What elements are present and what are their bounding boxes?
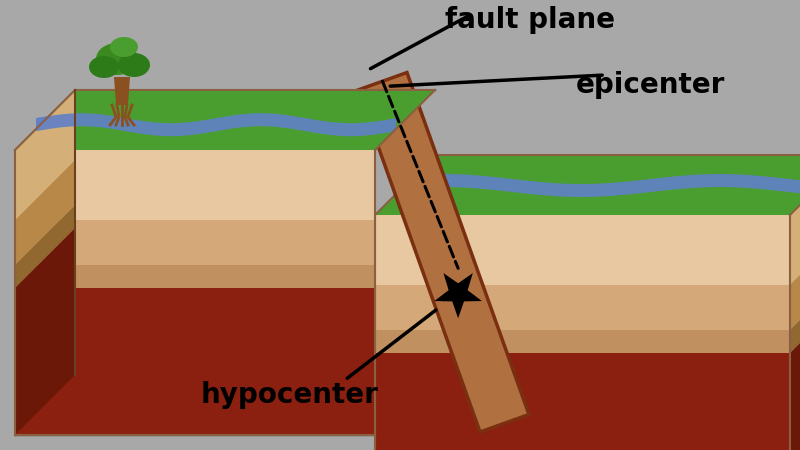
Polygon shape — [15, 150, 375, 220]
Text: hypocenter: hypocenter — [201, 381, 379, 409]
Polygon shape — [15, 220, 375, 265]
Polygon shape — [36, 113, 396, 136]
Polygon shape — [15, 90, 75, 220]
Polygon shape — [790, 293, 800, 450]
Polygon shape — [15, 265, 375, 288]
Polygon shape — [396, 174, 800, 197]
Polygon shape — [15, 90, 75, 220]
Polygon shape — [114, 77, 130, 105]
Ellipse shape — [118, 53, 150, 77]
Polygon shape — [15, 228, 75, 435]
Polygon shape — [790, 270, 800, 353]
Ellipse shape — [110, 37, 138, 57]
Polygon shape — [375, 330, 790, 353]
Polygon shape — [434, 273, 482, 318]
Polygon shape — [15, 150, 375, 220]
Polygon shape — [15, 220, 375, 265]
Polygon shape — [15, 205, 75, 288]
Polygon shape — [15, 90, 435, 150]
Ellipse shape — [89, 56, 119, 78]
Polygon shape — [375, 285, 790, 330]
Text: epicenter: epicenter — [575, 71, 725, 99]
Polygon shape — [15, 228, 75, 435]
Polygon shape — [15, 265, 375, 288]
Polygon shape — [15, 288, 375, 435]
Polygon shape — [375, 155, 800, 215]
Polygon shape — [15, 288, 375, 435]
Polygon shape — [15, 205, 75, 288]
Polygon shape — [36, 113, 396, 136]
Polygon shape — [358, 72, 529, 432]
Polygon shape — [15, 90, 435, 150]
Ellipse shape — [96, 43, 138, 75]
Text: fault plane: fault plane — [445, 6, 615, 34]
Polygon shape — [15, 160, 75, 265]
Polygon shape — [375, 215, 790, 285]
Polygon shape — [790, 225, 800, 330]
Polygon shape — [15, 160, 75, 265]
Polygon shape — [790, 155, 800, 285]
Polygon shape — [375, 353, 790, 450]
